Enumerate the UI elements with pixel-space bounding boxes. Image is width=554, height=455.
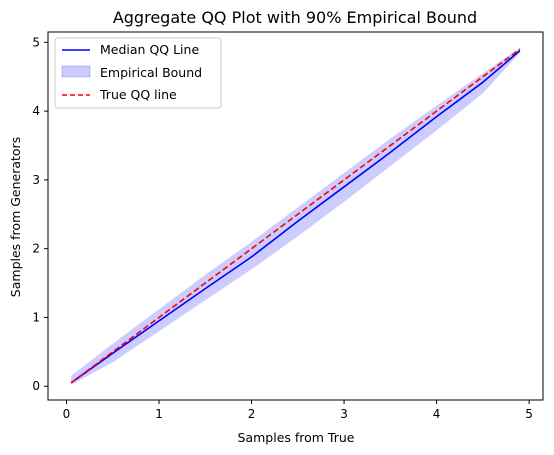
line-layer [70,48,521,384]
y-tick-label: 1 [32,310,40,324]
y-tick-label: 3 [32,173,40,187]
y-tick-label: 4 [32,104,40,118]
y-tick-label: 2 [32,242,40,256]
chart-title: Aggregate QQ Plot with 90% Empirical Bou… [113,8,477,27]
legend-median-label: Median QQ Line [100,42,199,57]
legend-bound-label: Empirical Bound [100,65,202,80]
true-qq-line [70,48,521,384]
x-tick-label: 3 [340,407,348,421]
legend: Median QQ Line Empirical Bound True QQ l… [54,37,222,109]
y-ticks: 0 1 2 3 4 5 [32,35,48,393]
legend-bound-swatch [61,65,91,78]
y-axis-label: Samples from Generators [8,137,23,297]
x-tick-label: 1 [155,407,163,421]
x-tick-label: 2 [248,407,256,421]
median-qq-line [70,49,521,384]
x-tick-label: 4 [433,407,441,421]
x-tick-label: 5 [525,407,533,421]
y-tick-label: 5 [32,35,40,49]
x-ticks: 0 1 2 3 4 5 [63,400,533,421]
legend-true-label: True QQ line [99,87,177,102]
x-tick-label: 0 [63,407,71,421]
legend-box [54,37,222,109]
y-tick-label: 0 [32,379,40,393]
plot-area: 0 1 2 3 4 5 0 1 2 3 4 5 [32,31,544,421]
plot-frame [47,31,544,401]
x-axis-label: Samples from True [238,430,355,445]
